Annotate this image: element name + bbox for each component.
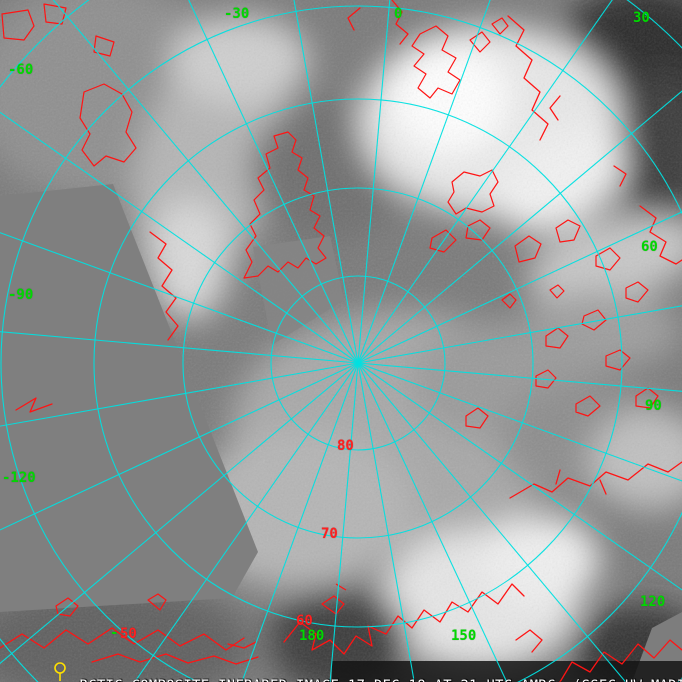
grid-coordinate-label: 60 bbox=[641, 239, 658, 255]
grid-coordinate-label: 90 bbox=[645, 398, 662, 414]
coastline-greenland bbox=[243, 131, 327, 279]
coastline-scandinavia bbox=[347, 0, 561, 141]
grid-coordinate-label: 60 bbox=[296, 613, 313, 629]
grid-coordinate-label: -60 bbox=[8, 62, 34, 78]
coastline-island-small-2 bbox=[491, 17, 509, 35]
grid-coordinate-label: 30 bbox=[633, 10, 650, 26]
coastline-siberia-bottom-left bbox=[0, 627, 245, 651]
coastline-island-bottom-left bbox=[55, 593, 167, 617]
grid-coordinate-label: 150 bbox=[451, 628, 477, 644]
coastline-svalbard bbox=[411, 25, 461, 99]
grid-coordinate-label: 120 bbox=[640, 594, 666, 610]
coastline-siberia-right bbox=[509, 461, 682, 499]
caption-bar: RCTIC COMPOSITE INFRARED IMAGE 17 DEC 18… bbox=[45, 662, 682, 682]
caption-text: RCTIC COMPOSITE INFRARED IMAGE 17 DEC 18… bbox=[80, 678, 682, 682]
coastline-wedge-fragment bbox=[15, 397, 53, 413]
grid-coordinate-label: 70 bbox=[321, 526, 338, 542]
nodata-seam-patch bbox=[253, 236, 344, 345]
coastline-alaska bbox=[515, 629, 682, 682]
grid-coordinate-label: -90 bbox=[8, 287, 34, 303]
grid-coordinate-label: -30 bbox=[224, 6, 250, 22]
grid-coordinate-label: - bbox=[110, 625, 119, 641]
grid-coordinate-label: 80 bbox=[337, 438, 354, 454]
grid-coordinate-label: 0 bbox=[394, 6, 403, 22]
nodata-wedge-left bbox=[0, 184, 258, 612]
coastline-caption-area bbox=[91, 641, 259, 665]
coastline-iceland bbox=[447, 169, 499, 215]
grid-coordinate-label: -120 bbox=[2, 470, 36, 486]
coastline-right-upper bbox=[613, 165, 682, 265]
coastline-east-greenland-fragments bbox=[149, 231, 179, 341]
coastline-arctic-archipelago bbox=[429, 219, 659, 429]
coastline-bottom-center-bits bbox=[321, 583, 347, 615]
coastline-jan-mayen-island bbox=[79, 83, 137, 167]
grid-coordinate-label: 180 bbox=[299, 628, 325, 644]
grid-coordinate-label: 50 bbox=[120, 626, 137, 642]
